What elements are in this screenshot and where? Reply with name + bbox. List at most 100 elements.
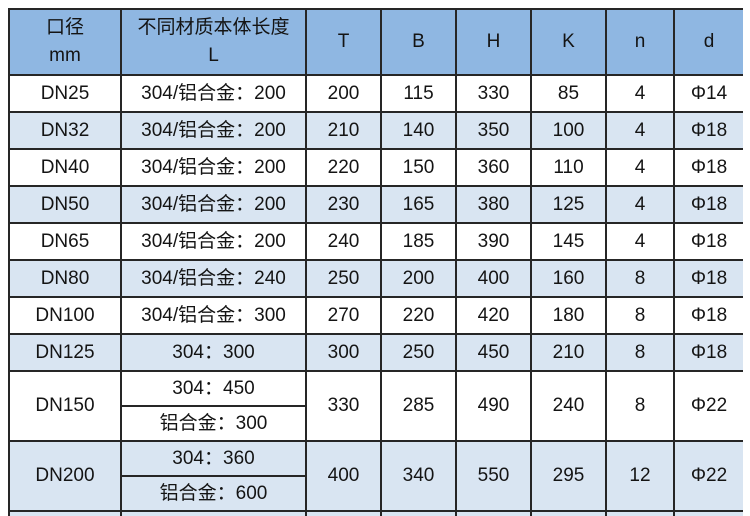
cell-n: 4 — [605, 222, 675, 261]
cell-dn: DN150 — [8, 370, 122, 442]
cell-t: 270 — [305, 296, 382, 335]
cell-t: 400 — [305, 440, 382, 512]
cell-dn: DN32 — [8, 111, 122, 150]
cell-b: 340 — [380, 440, 457, 512]
cell-dn: DN40 — [8, 148, 122, 187]
column-header-t: T — [305, 8, 382, 76]
column-header-line: 不同材质本体长度 — [137, 17, 290, 39]
cell-h: 360 — [455, 148, 532, 187]
cell-h: 400 — [455, 259, 532, 298]
cell-dn: DN200 — [8, 440, 122, 512]
cell-k: 145 — [530, 222, 607, 261]
cell-d: Φ18 — [673, 259, 743, 298]
cell-n: 4 — [605, 148, 675, 187]
table-cell-empty — [530, 510, 607, 516]
cell-k: 125 — [530, 185, 607, 224]
column-header-k: K — [530, 8, 607, 76]
cell-h: 380 — [455, 185, 532, 224]
cell-h: 390 — [455, 222, 532, 261]
cell-t: 220 — [305, 148, 382, 187]
cell-n: 8 — [605, 370, 675, 442]
table-row: DN40 304/铝合金：200 220 150 360 110 4 Φ18 — [8, 148, 743, 187]
cell-b: 200 — [380, 259, 457, 298]
cell-b: 185 — [380, 222, 457, 261]
cell-k: 240 — [530, 370, 607, 442]
cell-b: 165 — [380, 185, 457, 224]
table-cell-empty — [673, 510, 743, 516]
cell-d: Φ18 — [673, 148, 743, 187]
cell-dn: DN125 — [8, 333, 122, 372]
table-row: 铝合金：600 — [9, 475, 743, 512]
cell-h: 330 — [455, 74, 532, 113]
cell-length: 304/铝合金：200 — [120, 111, 307, 150]
cell-dn: DN80 — [8, 259, 122, 298]
cell-n: 8 — [605, 296, 675, 335]
cell-dn: DN50 — [8, 185, 122, 224]
cell-b: 250 — [380, 333, 457, 372]
table-cell-empty — [380, 510, 457, 516]
cell-n: 4 — [605, 185, 675, 224]
cell-d: Φ22 — [673, 440, 743, 512]
table-row: DN125 304：300 300 250 450 210 8 Φ18 — [8, 333, 743, 372]
cell-d: Φ18 — [673, 296, 743, 335]
cell-length: 铝合金：300 — [120, 405, 307, 442]
cell-h: 450 — [455, 333, 532, 372]
cell-length: 304：360 — [120, 440, 307, 477]
cell-t: 300 — [305, 333, 382, 372]
cell-n: 8 — [605, 259, 675, 298]
table-row: DN32 304/铝合金：200 210 140 350 100 4 Φ18 — [8, 111, 743, 150]
cell-k: 110 — [530, 148, 607, 187]
cell-b: 115 — [380, 74, 457, 113]
cell-length: 304：450 — [120, 370, 307, 407]
cell-dn: DN65 — [8, 222, 122, 261]
cell-t: 230 — [305, 185, 382, 224]
column-header-line: L — [208, 45, 219, 66]
cell-t: 210 — [305, 111, 382, 150]
cell-d: Φ22 — [673, 370, 743, 442]
cell-length: 铝合金：600 — [120, 475, 307, 512]
cell-k: 160 — [530, 259, 607, 298]
cell-d: Φ18 — [673, 185, 743, 224]
column-header-line: K — [562, 31, 575, 53]
cell-n: 8 — [605, 333, 675, 372]
column-header-d: d — [673, 8, 743, 76]
table-row: DN80 304/铝合金：240 250 200 400 160 8 Φ18 — [8, 259, 743, 298]
cell-h: 350 — [455, 111, 532, 150]
table-row: DN200 304：360 400 340 550 295 12 Φ22 — [8, 440, 743, 512]
table-cell-empty — [8, 510, 122, 516]
column-header-line: T — [337, 31, 350, 53]
cell-t: 250 — [305, 259, 382, 298]
cell-dn: DN25 — [8, 74, 122, 113]
cell-length: 304/铝合金：200 — [120, 185, 307, 224]
table-row-partial — [8, 510, 743, 516]
cell-n: 4 — [605, 111, 675, 150]
cell-b: 285 — [380, 370, 457, 442]
table-body: DN25 304/铝合金：200 200 115 330 85 4 Φ14 DN32 304/铝合… — [8, 74, 743, 516]
table-cell-empty — [455, 510, 532, 516]
column-header-line: d — [703, 31, 715, 53]
cell-n: 4 — [605, 74, 675, 113]
cell-t: 200 — [305, 74, 382, 113]
table-row: DN100 304/铝合金：300 270 220 420 180 8 Φ18 — [8, 296, 743, 335]
column-header-n: n — [605, 8, 675, 76]
column-header-line: 口径 — [45, 17, 84, 39]
table-cell-empty — [605, 510, 675, 516]
cell-b: 140 — [380, 111, 457, 150]
column-header-l: 不同材质本体长度 L — [120, 8, 307, 76]
cell-n: 12 — [605, 440, 675, 512]
cell-h: 420 — [455, 296, 532, 335]
cell-b: 220 — [380, 296, 457, 335]
table-cell-empty — [120, 510, 307, 516]
cell-k: 85 — [530, 74, 607, 113]
table-row: DN150 304：450 330 285 490 240 8 Φ22 — [8, 370, 743, 442]
column-header-line: B — [412, 31, 425, 53]
column-header-line: mm — [49, 45, 81, 66]
table-row: DN50 304/铝合金：200 230 165 380 125 4 Φ18 — [8, 185, 743, 224]
column-header-dn: 口径 mm — [8, 8, 122, 76]
cell-length: 304/铝合金：300 — [120, 296, 307, 335]
cell-k: 295 — [530, 440, 607, 512]
